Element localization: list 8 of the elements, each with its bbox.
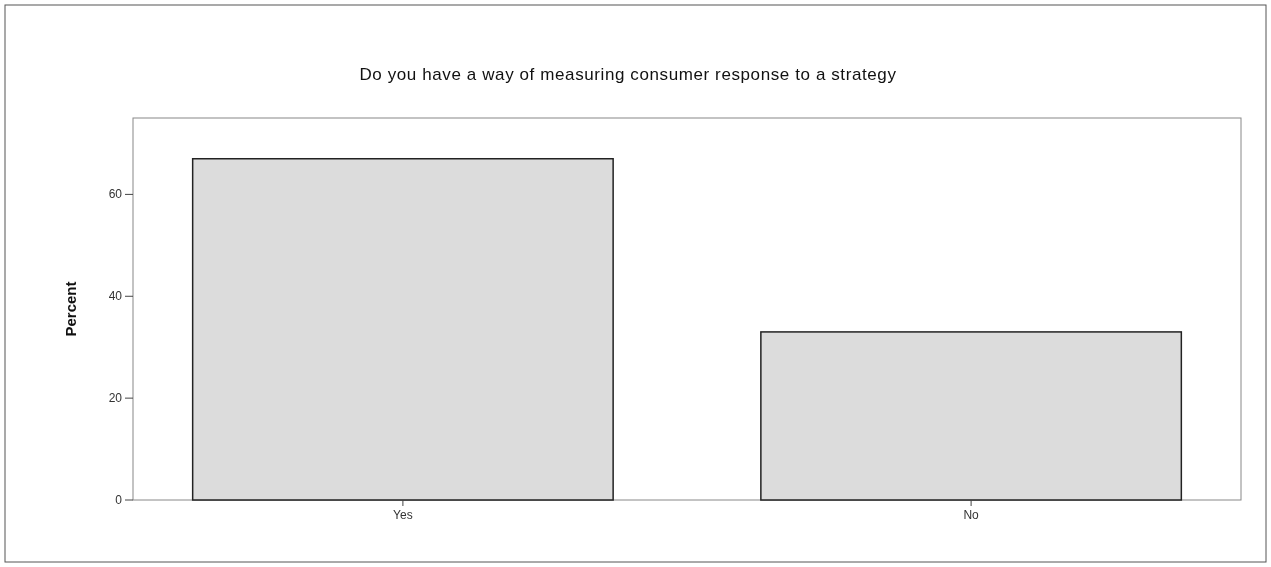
y-tick-label: 60 [108, 187, 123, 202]
y-tick-label: 0 [115, 493, 123, 507]
chart-title: Do you have a way of measuring consumer response to a strategy [359, 65, 897, 84]
y-tick-label: 40 [108, 289, 123, 304]
y-axis-title: Percent [62, 281, 79, 337]
y-tick-label: 20 [108, 391, 123, 406]
x-tick-label: No [963, 508, 980, 522]
x-tick-label: Yes [393, 508, 413, 522]
